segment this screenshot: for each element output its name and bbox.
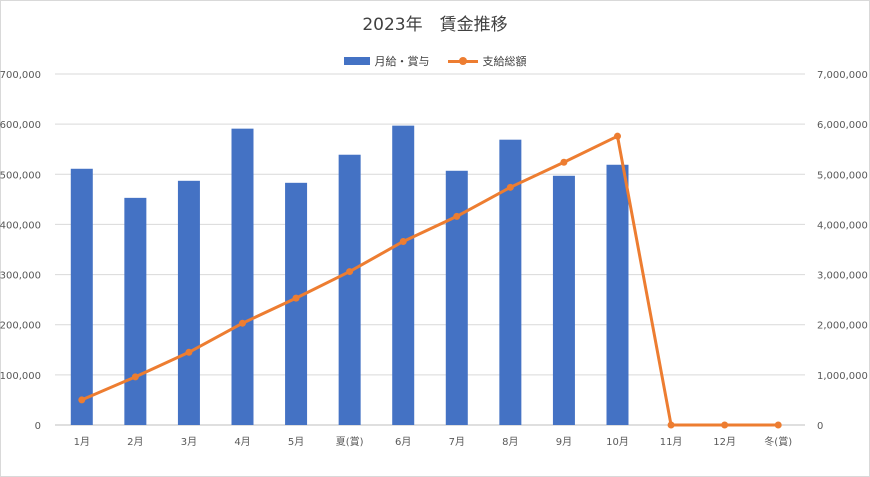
x-tick-label: 10月 [606,436,629,448]
bar [177,180,200,425]
y-left-tick-label: 100,000 [0,371,41,382]
bar [445,170,468,425]
legend-item-bar: 月給・賞与 [343,53,430,69]
line-point [239,319,246,327]
line-point [346,268,354,276]
bar [124,197,147,425]
line-point [399,237,407,245]
x-tick-label: 4月 [234,436,250,448]
line-point [131,373,139,381]
line-point [774,421,782,429]
bar [231,128,254,426]
y-right-tick-label: 7,000,000 [817,70,868,81]
x-tick-label: 夏(賞) [336,435,364,448]
x-tick-label: 7月 [449,436,465,448]
bar [285,182,308,425]
legend-line-swatch [447,56,478,66]
legend-line-label: 支給総額 [482,55,527,68]
y-left-tick-label: 0 [35,421,41,432]
line-point [185,348,193,356]
x-tick-label: 冬(賞) [764,435,792,448]
line-point [453,212,461,220]
bar [606,164,629,425]
x-tick-label: 6月 [395,436,411,448]
line-point [721,421,729,429]
legend-item-line: 支給総額 [447,53,527,69]
legend-bar-swatch [343,57,370,65]
line-point [560,158,568,166]
x-tick-label: 8月 [502,436,518,448]
line-point [614,132,621,140]
line-point [78,396,86,404]
x-tick-label: 2月 [127,436,143,448]
y-right-tick-label: 4,000,000 [817,220,868,231]
x-tick-label: 11月 [660,436,683,448]
series-line [81,134,779,427]
y-right-tick-label: 5,000,000 [817,170,868,181]
x-tick-label: 1月 [74,436,90,448]
chart-title: 2023年 賃金推移 [362,15,508,35]
chart-legend: 月給・賞与 支給総額 [0,53,870,69]
line-point [292,294,300,302]
y-left-tick-label: 500,000 [0,170,41,181]
line-point [667,421,675,429]
x-tick-label: 12月 [713,436,736,448]
x-tick-label: 9月 [556,436,572,448]
bar [338,154,361,426]
y-left-tick-label: 300,000 [0,271,41,282]
y-left-tick-label: 600,000 [0,120,41,131]
y-right-tick-label: 2,000,000 [817,321,868,332]
y-right-tick-label: 1,000,000 [817,371,868,382]
y-right-tick-label: 6,000,000 [817,120,868,131]
bar [552,175,575,425]
bar [392,125,415,425]
line-point [506,183,514,191]
bar [70,168,93,425]
y-left-tick-label: 700,000 [0,70,41,81]
x-tick-label: 5月 [288,436,304,448]
legend-bar-label: 月給・賞与 [374,55,430,68]
y-left-tick-label: 200,000 [0,321,41,332]
y-right-tick-label: 0 [817,421,823,432]
x-tick-label: 3月 [181,436,197,448]
y-left-tick-label: 400,000 [0,220,41,231]
y-right-tick-label: 3,000,000 [817,271,868,282]
bar [499,139,522,426]
